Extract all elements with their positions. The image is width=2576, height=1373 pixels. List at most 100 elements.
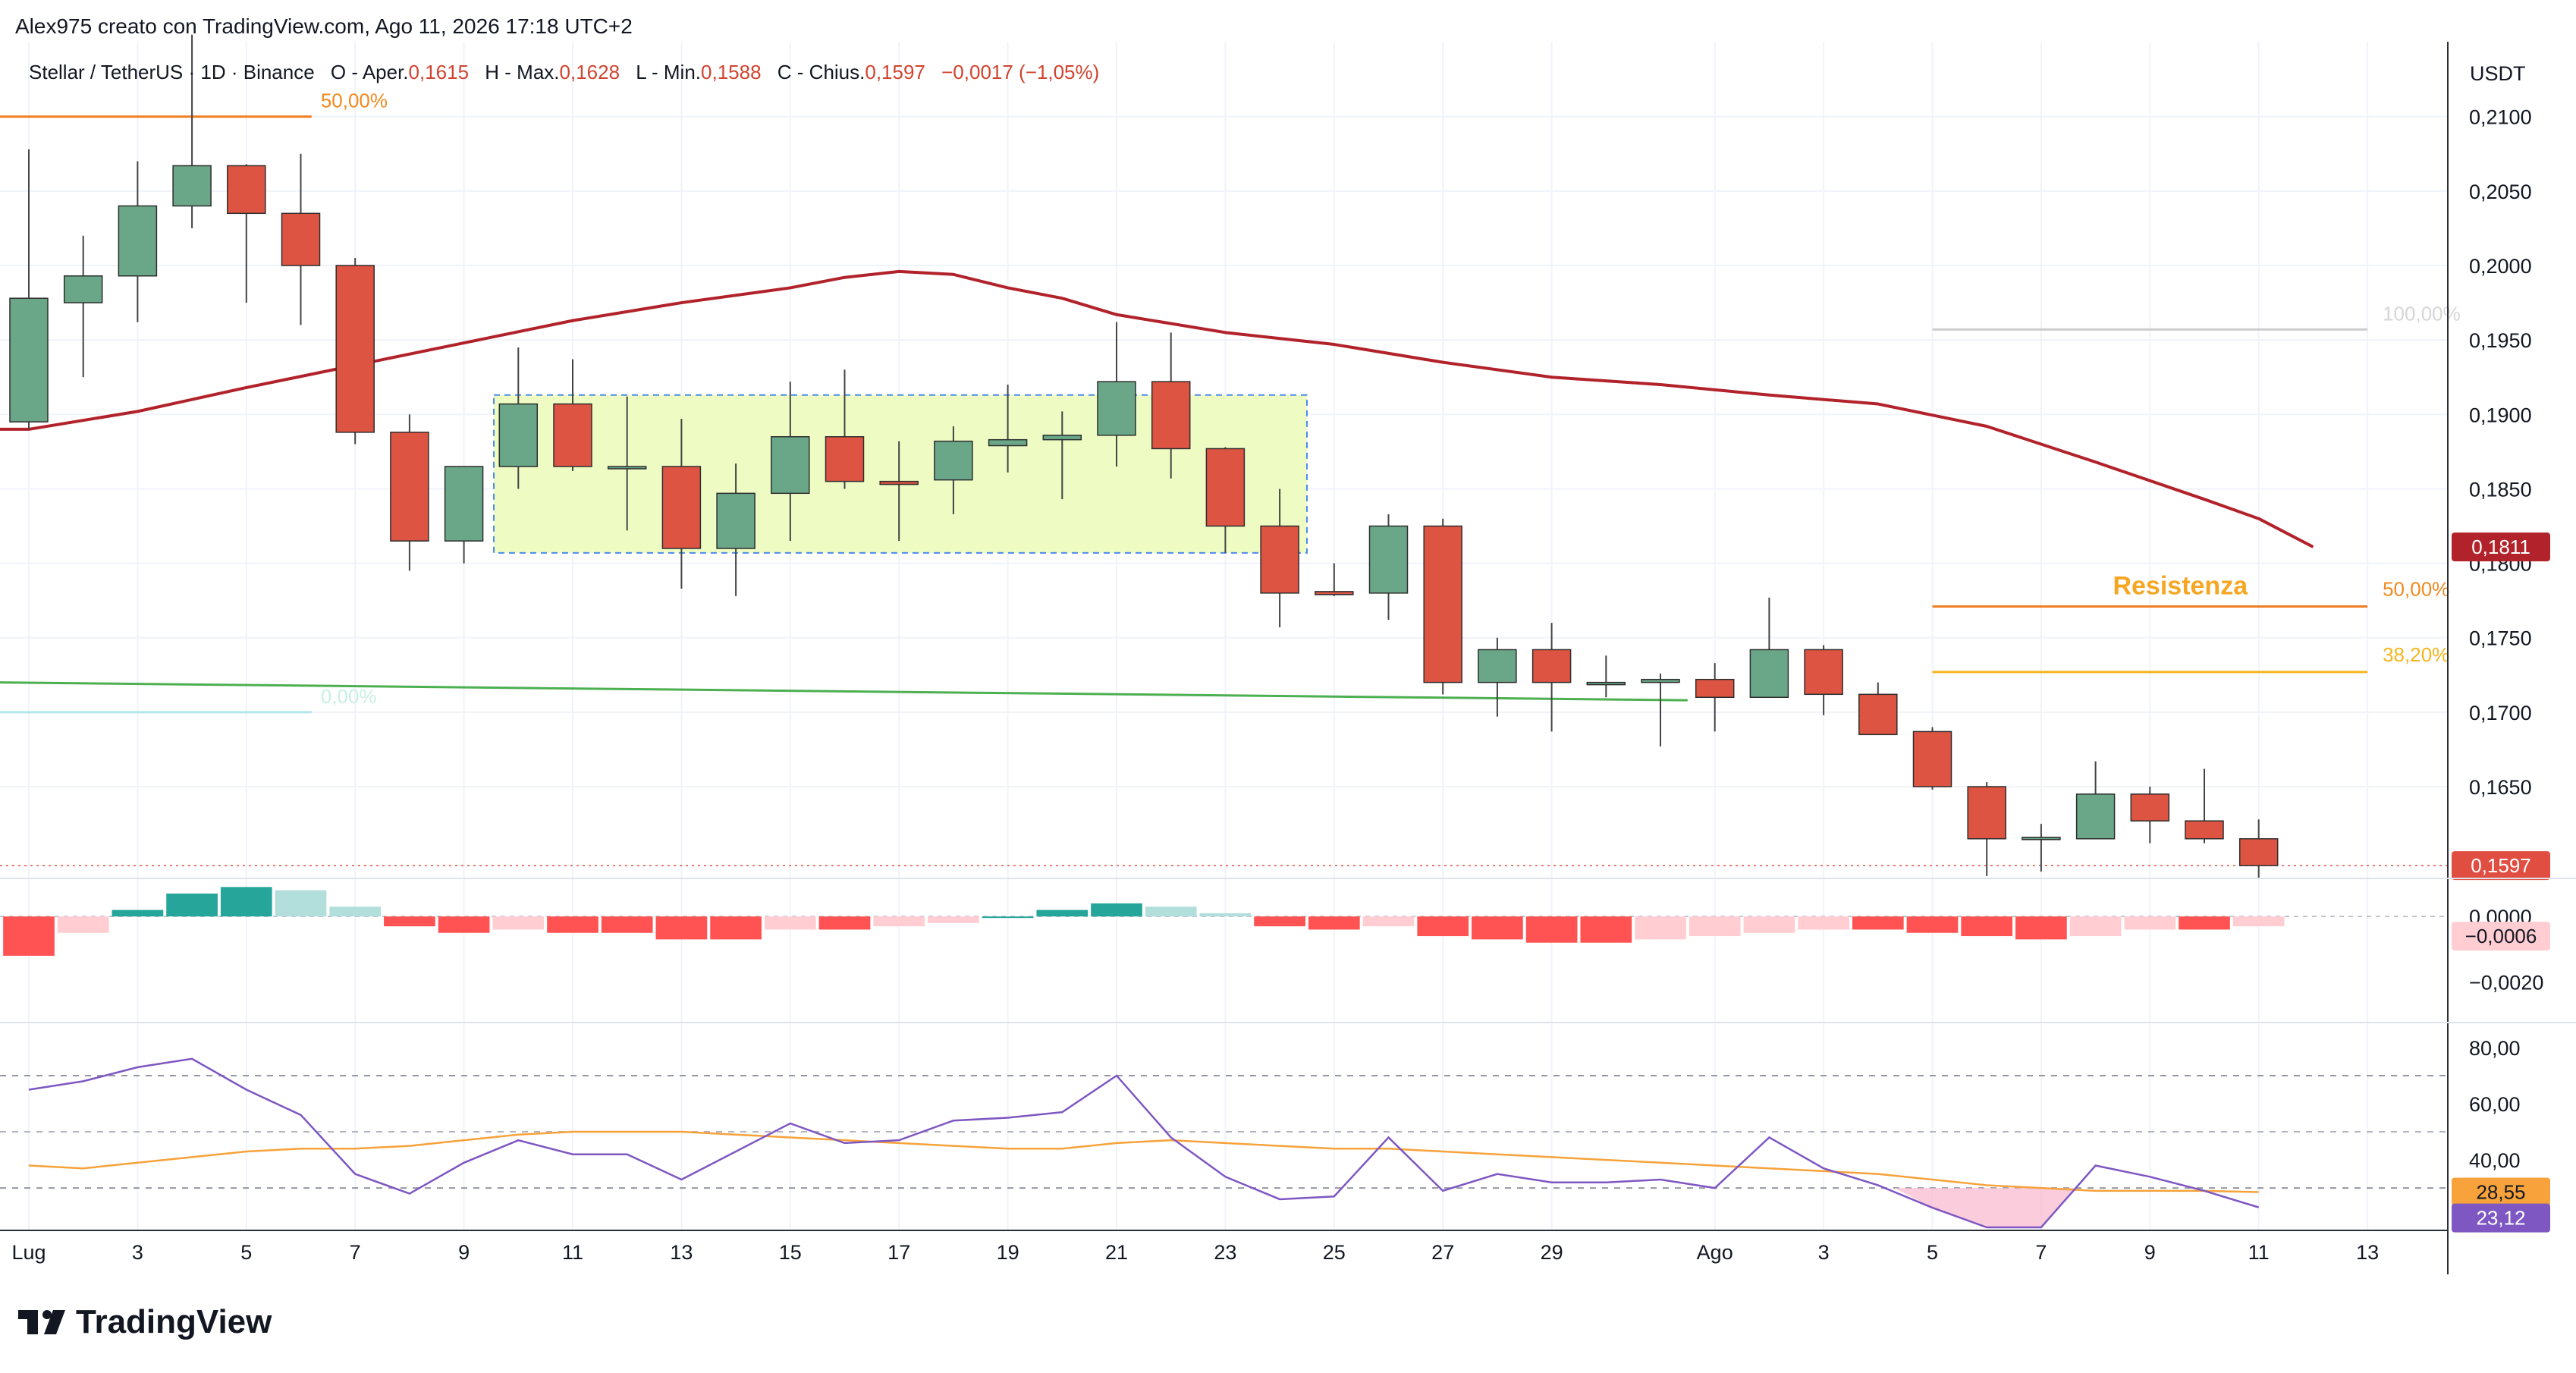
indicator-lines: 50,00% 0,00% 100,00% 50,00% Resistenza 38,20% [0,90,2461,866]
candle-body [661,466,702,549]
attribution-text: Alex975 creato con TradingView.com, Ago … [15,14,633,38]
price-tick-label: 0,1750 [2469,627,2532,650]
time-tick-label: 25 [1323,1241,1346,1264]
macd-bar [1308,916,1360,930]
macd-bar [2015,916,2067,940]
macd-bar [1961,916,2013,937]
candle-body [444,466,484,542]
macd-bar [547,916,598,933]
candle-body [553,403,592,467]
macd-bar [818,916,871,930]
candle-body [716,492,756,549]
rsi-value-badge: 23,12 [2452,1203,2550,1233]
candle-body [1531,649,1572,683]
macd-bar [1580,916,1632,943]
low-value: 0,1588 [701,61,762,83]
candle-body [2022,837,2061,840]
candle-body [1967,786,2006,840]
ma-price-badge: 0,1811 [2452,533,2550,561]
time-tick-label: 3 [1818,1241,1830,1264]
macd-pane [3,887,2285,956]
candle-body [2238,837,2279,866]
candle-body [1912,730,1952,787]
time-tick-label: 5 [240,1241,252,1264]
candle-body [118,205,158,277]
macd-bar [1199,913,1252,917]
fib-right-100-label: 100,00% [2383,302,2461,325]
macd-bar [57,916,109,933]
time-tick-label: Ago [1697,1241,1733,1264]
price-tick-label: 0,1700 [2469,702,2532,724]
macd-bar [1091,903,1142,917]
fib-left-0-label: 0,00% [321,685,377,708]
fib-right-382-label: 38,20% [2383,643,2449,666]
time-tick-label: 17 [887,1241,910,1264]
macd-bar [329,906,382,917]
axes: 0,2100 0,2050 0,2000 0,1950 0,1900 0,1850 0,18… [11,106,2550,1264]
macd-bar [3,916,55,956]
macd-bar [1362,916,1415,927]
macd-value-badge: −0,0006 [2452,922,2550,951]
rsi-line [28,1057,2260,1229]
macd-bar [601,916,653,933]
macd-bar [112,910,164,917]
price-tick-label: 0,2100 [2469,106,2532,129]
time-tick-label: 23 [1214,1241,1236,1264]
time-tick-label: 21 [1105,1241,1128,1264]
candle-body [771,435,810,495]
rsi-tick-label: 80,00 [2469,1037,2521,1060]
time-tick-label: 11 [2248,1241,2270,1264]
time-tick-label: 29 [1541,1241,1563,1264]
macd-bar [764,916,816,930]
macd-bar [2069,916,2122,937]
price-tick-label: 0,1900 [2469,404,2532,426]
macd-bar [1852,916,1904,930]
candle-body [335,265,375,433]
candle-body [879,480,919,485]
macd-bar [1689,916,1741,937]
macd-bar [655,916,708,940]
change-value: −0,0017 (−1,05%) [941,61,1099,83]
time-tick-label: 9 [458,1241,470,1264]
price-tick-label: 0,1850 [2469,478,2532,501]
current-price-badge-bg [2452,851,2550,881]
candle-body [1858,693,1898,736]
time-tick-label: 3 [132,1241,143,1264]
macd-bar [1635,916,1686,940]
current-price-badge: 0,1597 [2452,851,2550,881]
macd-bar [166,893,218,917]
symbol-name[interactable]: Stellar / TetherUS · 1D · Binance [29,61,315,83]
candle-body [2130,793,2170,822]
candle-body [2185,820,2224,840]
currency-label[interactable]: USDT [2470,62,2526,85]
macd-bar [275,890,327,917]
candle-body [1423,525,1462,683]
macd-bar [492,916,545,930]
macd-bar [928,916,979,923]
tradingview-logo[interactable]: TradingView [18,1303,272,1340]
open-label: O - Aper. [331,61,409,83]
rsi-tick-label: 40,00 [2469,1149,2521,1172]
close-label: C - Chius. [778,61,865,83]
candlesticks [9,34,2279,879]
time-tick-label: 5 [1927,1241,1938,1264]
candle-body [1641,678,1680,683]
candle-body [172,165,212,207]
time-tick-label: 11 [562,1241,583,1264]
macd-value-badge-bg [2452,922,2550,951]
macd-bar [1743,916,1795,933]
candle-body [2075,793,2116,840]
macd-bar [1036,910,1089,917]
candle-body [281,212,321,266]
current-price-badge-text: 0,1597 [2471,854,2531,877]
price-tick-label: 0,1950 [2469,329,2532,352]
rsi-tick-label: 60,00 [2469,1093,2521,1116]
rsi-ma-badge: 28,55 [2452,1177,2550,1207]
candle-body [988,438,1028,447]
macd-bar [220,887,272,917]
candle-body [1586,681,1626,686]
time-tick-label: 13 [2356,1241,2379,1264]
low-label: L - Min. [636,61,701,83]
macd-bar [1254,916,1305,927]
ma-price-badge-bg [2452,533,2550,561]
